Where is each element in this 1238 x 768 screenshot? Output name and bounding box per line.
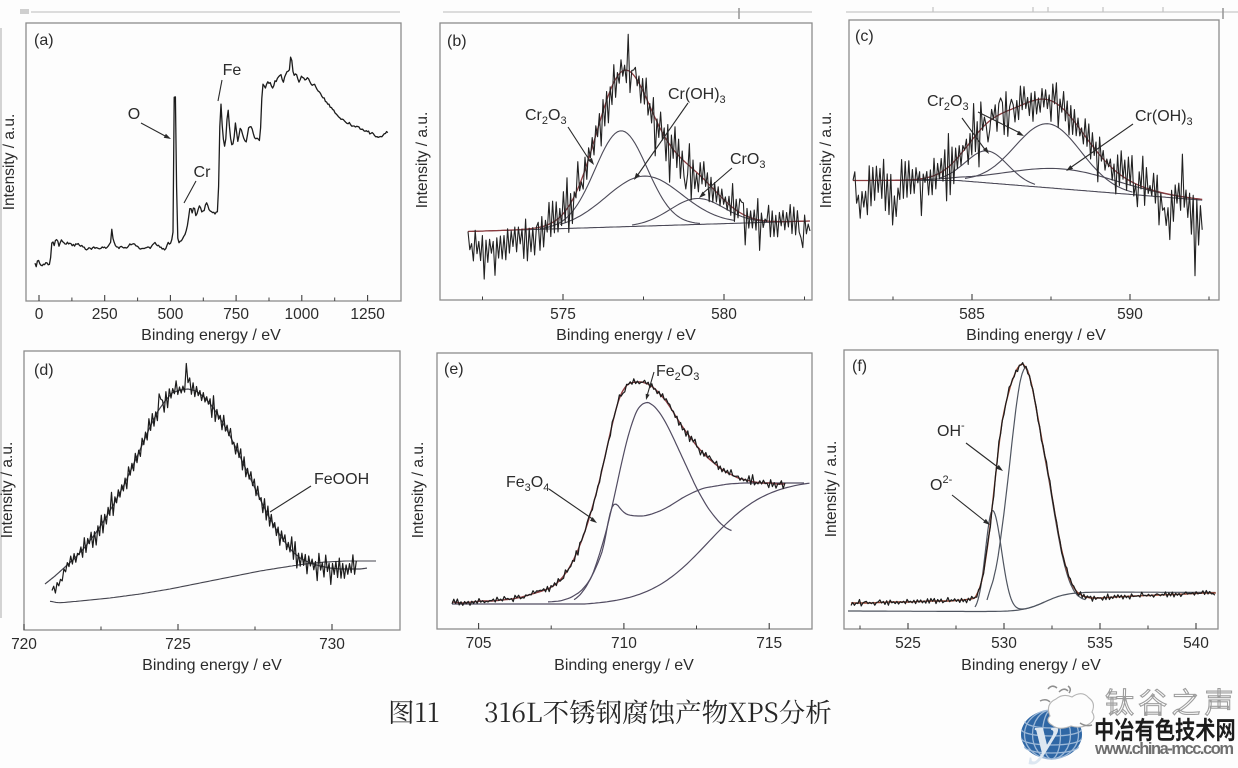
svg-text:530: 530 [991, 635, 1017, 652]
svg-text:Fe2O3: Fe2O3 [656, 363, 699, 383]
svg-text:(a): (a) [34, 32, 54, 49]
svg-text:705: 705 [466, 635, 492, 652]
svg-text:Intensity / a.u.: Intensity / a.u. [410, 442, 427, 539]
svg-text:Cr: Cr [194, 164, 212, 181]
svg-text:(f): (f) [852, 358, 867, 375]
svg-text:(c): (c) [855, 28, 874, 45]
svg-text:500: 500 [157, 306, 183, 323]
svg-text:250: 250 [92, 306, 118, 323]
svg-text:730: 730 [319, 636, 345, 653]
svg-text:535: 535 [1087, 635, 1113, 652]
svg-text:580: 580 [711, 306, 737, 323]
svg-text:FeOOH: FeOOH [314, 471, 369, 488]
svg-text:Fe3O4: Fe3O4 [506, 474, 549, 494]
svg-text:(e): (e) [444, 361, 464, 378]
svg-text:540: 540 [1183, 635, 1209, 652]
svg-text:575: 575 [550, 306, 576, 323]
svg-text:Intensity / a.u.: Intensity / a.u. [1, 114, 18, 211]
svg-text:Binding energy / eV: Binding energy / eV [554, 657, 694, 674]
svg-text:590: 590 [1117, 306, 1143, 323]
svg-text:1000: 1000 [285, 306, 320, 323]
svg-text:Cr(OH)3: Cr(OH)3 [668, 86, 726, 106]
svg-text:Binding energy / eV: Binding energy / eV [966, 327, 1106, 344]
svg-text:(d): (d) [34, 362, 54, 379]
svg-text:720: 720 [11, 636, 37, 653]
svg-text:Cr2O3: Cr2O3 [927, 93, 969, 113]
svg-text:Intensity / a.u.: Intensity / a.u. [414, 112, 431, 209]
svg-text:Intensity / a.u.: Intensity / a.u. [818, 112, 835, 209]
svg-text:Binding energy / eV: Binding energy / eV [141, 327, 281, 344]
svg-text:750: 750 [223, 306, 249, 323]
svg-text:Binding energy / eV: Binding energy / eV [556, 327, 696, 344]
svg-text:Intensity / a.u.: Intensity / a.u. [823, 441, 840, 538]
svg-text:Intensity / a.u.: Intensity / a.u. [0, 442, 16, 539]
svg-text:Binding energy / eV: Binding energy / eV [142, 657, 282, 674]
svg-text:O: O [128, 106, 140, 123]
svg-text:Cr2O3: Cr2O3 [525, 107, 567, 127]
svg-text:(b): (b) [447, 33, 467, 50]
svg-text:OH-: OH- [937, 420, 965, 440]
svg-text:Binding energy / eV: Binding energy / eV [961, 657, 1101, 674]
svg-text:Cr(OH)3: Cr(OH)3 [1135, 108, 1193, 128]
svg-text:525: 525 [895, 635, 921, 652]
svg-text:www.china-mcc.com: www.china-mcc.com [1094, 740, 1234, 758]
svg-text:0: 0 [35, 306, 44, 323]
svg-text:725: 725 [165, 636, 191, 653]
svg-text:1250: 1250 [350, 306, 385, 323]
svg-text:CrO3: CrO3 [730, 151, 765, 171]
svg-text:715: 715 [756, 635, 782, 652]
svg-text:710: 710 [611, 635, 637, 652]
svg-text:585: 585 [959, 306, 985, 323]
svg-text:Fe: Fe [223, 62, 242, 79]
